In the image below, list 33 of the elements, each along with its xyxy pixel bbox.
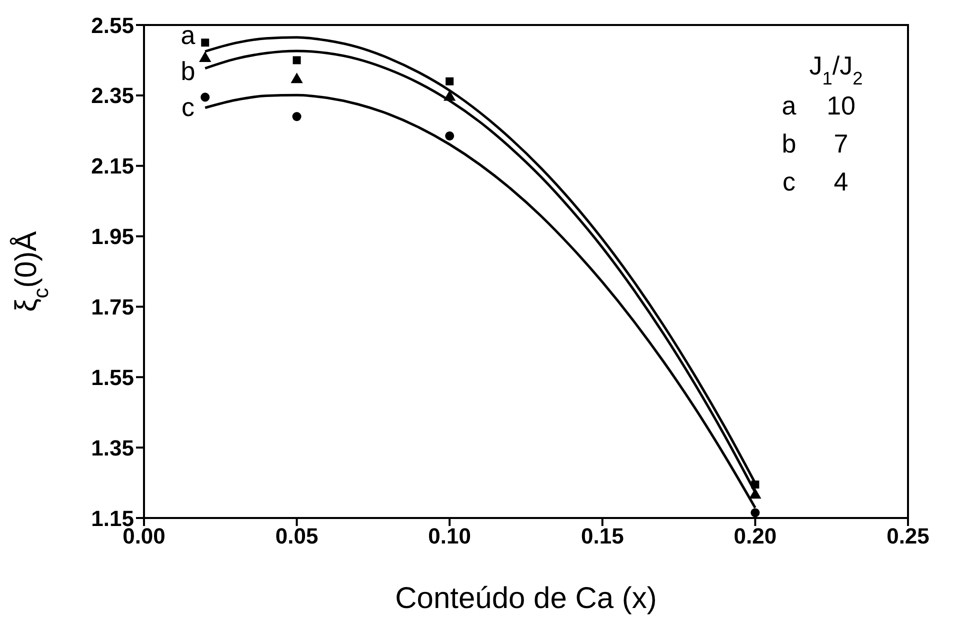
y-tick-label: 1.95 bbox=[91, 224, 134, 250]
point bbox=[445, 131, 454, 140]
y-tick-label: 2.15 bbox=[91, 154, 134, 179]
point bbox=[292, 112, 302, 122]
y-tick-label: 1.75 bbox=[91, 294, 134, 320]
annotation: b bbox=[782, 128, 796, 158]
annotation: 10 bbox=[826, 90, 856, 120]
annotation: J$_{1}$/J$_{2}$ bbox=[809, 50, 863, 88]
annotation: a bbox=[180, 20, 196, 50]
annotation: a bbox=[782, 90, 797, 120]
annotation: c bbox=[182, 92, 194, 122]
y-tick-label: 1.55 bbox=[91, 364, 134, 390]
annotation: 4 bbox=[834, 166, 848, 196]
x-tick-label: 0.05 bbox=[275, 524, 318, 549]
point bbox=[751, 480, 760, 489]
x-tick-label: 0.20 bbox=[734, 524, 777, 549]
point bbox=[200, 92, 210, 102]
point bbox=[290, 72, 303, 84]
x-tick-label: 0.15 bbox=[580, 524, 624, 549]
x-tick-label: 0.10 bbox=[428, 524, 472, 549]
y-tick-label: 2.35 bbox=[91, 83, 134, 108]
x-tick-label: 0.25 bbox=[886, 524, 930, 549]
point bbox=[292, 56, 301, 64]
annotation: c bbox=[782, 166, 796, 196]
point bbox=[750, 508, 760, 518]
y-tick-label: 1.35 bbox=[91, 435, 134, 460]
point bbox=[201, 38, 210, 47]
point bbox=[446, 77, 454, 86]
annotation: b bbox=[180, 56, 196, 86]
y-tick-label: 2.55 bbox=[91, 12, 134, 38]
point bbox=[444, 90, 456, 101]
x-axis-title: Conteúdo de Ca (x) bbox=[395, 582, 657, 615]
annotation: 7 bbox=[834, 128, 848, 158]
